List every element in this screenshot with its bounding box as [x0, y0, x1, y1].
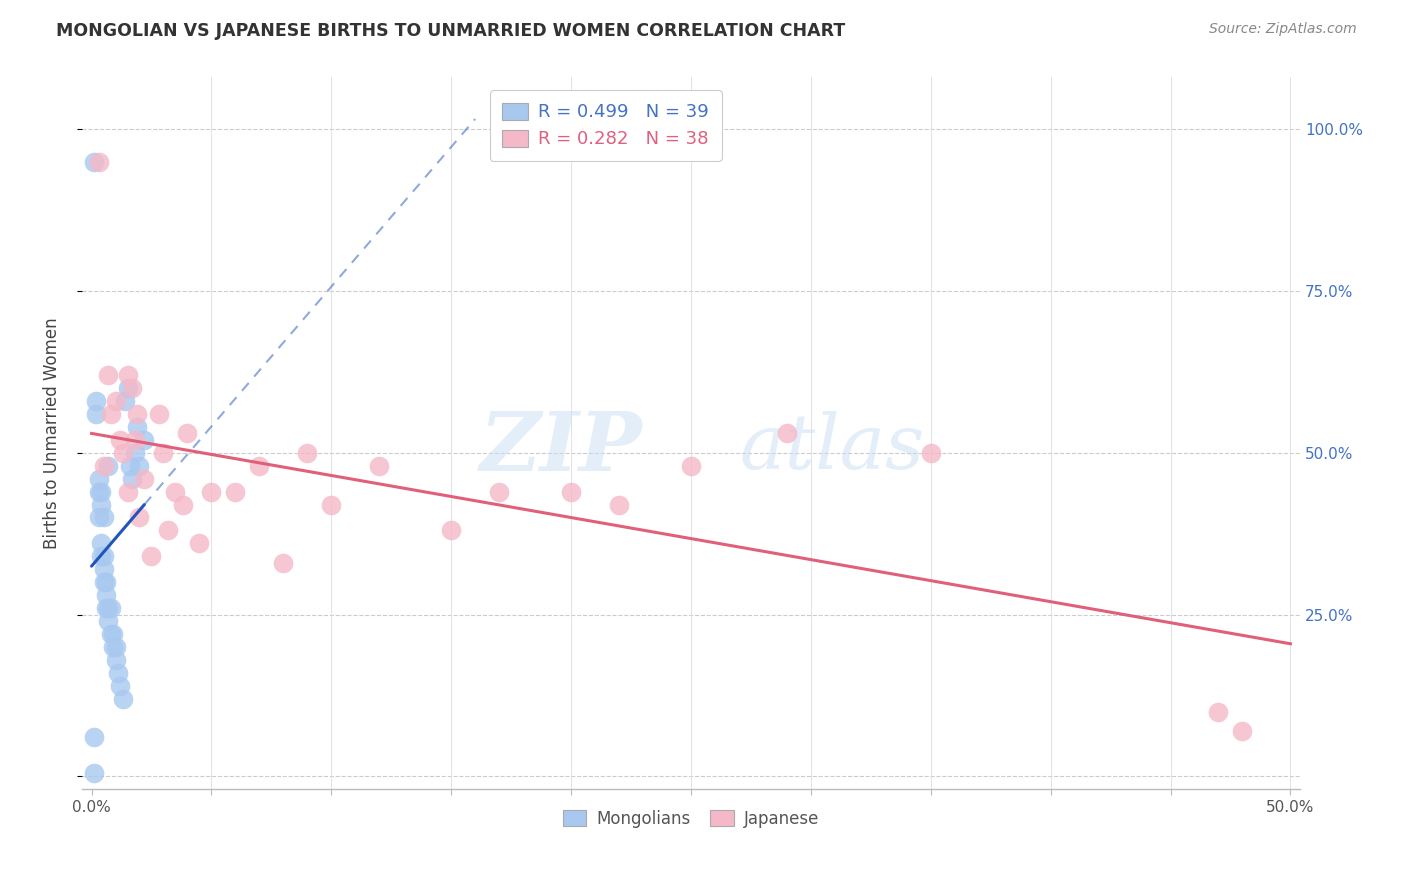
Point	[124, 433, 146, 447]
Point	[90, 536, 112, 550]
Point	[776, 426, 799, 441]
Point	[321, 498, 343, 512]
Point	[104, 653, 127, 667]
Point	[87, 154, 110, 169]
Point	[560, 484, 582, 499]
Point	[200, 484, 222, 499]
Legend: Mongolians, Japanese: Mongolians, Japanese	[557, 803, 825, 834]
Point	[100, 601, 122, 615]
Y-axis label: Births to Unmarried Women: Births to Unmarried Women	[44, 318, 60, 549]
Point	[157, 524, 180, 538]
Point	[124, 446, 146, 460]
Point	[111, 446, 134, 460]
Text: Source: ZipAtlas.com: Source: ZipAtlas.com	[1209, 22, 1357, 37]
Point	[134, 472, 156, 486]
Point	[110, 679, 132, 693]
Point	[128, 458, 150, 473]
Point	[121, 381, 143, 395]
Point	[87, 484, 110, 499]
Point	[104, 640, 127, 654]
Point	[127, 407, 149, 421]
Text: atlas: atlas	[740, 410, 925, 484]
Point	[224, 484, 246, 499]
Point	[93, 549, 115, 564]
Point	[90, 549, 112, 564]
Point	[97, 601, 120, 615]
Point	[188, 536, 211, 550]
Point	[114, 394, 136, 409]
Point	[100, 407, 122, 421]
Point	[121, 472, 143, 486]
Point	[90, 498, 112, 512]
Point	[86, 394, 108, 409]
Point	[607, 498, 630, 512]
Point	[104, 394, 127, 409]
Point	[111, 691, 134, 706]
Point	[247, 458, 270, 473]
Point	[90, 484, 112, 499]
Point	[97, 368, 120, 383]
Point	[87, 472, 110, 486]
Point	[165, 484, 187, 499]
Point	[100, 627, 122, 641]
Point	[172, 498, 194, 512]
Point	[107, 665, 129, 680]
Point	[94, 575, 117, 590]
Point	[488, 484, 510, 499]
Point	[134, 433, 156, 447]
Point	[94, 588, 117, 602]
Point	[93, 510, 115, 524]
Point	[86, 407, 108, 421]
Point	[141, 549, 163, 564]
Point	[920, 446, 942, 460]
Point	[93, 562, 115, 576]
Point	[679, 458, 702, 473]
Point	[83, 766, 105, 780]
Point	[368, 458, 391, 473]
Point	[118, 458, 141, 473]
Text: MONGOLIAN VS JAPANESE BIRTHS TO UNMARRIED WOMEN CORRELATION CHART: MONGOLIAN VS JAPANESE BIRTHS TO UNMARRIE…	[56, 22, 845, 40]
Point	[93, 575, 115, 590]
Point	[97, 614, 120, 628]
Point	[176, 426, 198, 441]
Point	[128, 510, 150, 524]
Point	[83, 154, 105, 169]
Point	[101, 640, 124, 654]
Point	[101, 627, 124, 641]
Point	[117, 484, 139, 499]
Point	[97, 458, 120, 473]
Point	[93, 458, 115, 473]
Text: ZIP: ZIP	[479, 408, 643, 488]
Point	[148, 407, 170, 421]
Point	[87, 510, 110, 524]
Point	[127, 420, 149, 434]
Point	[152, 446, 174, 460]
Point	[297, 446, 319, 460]
Point	[117, 368, 139, 383]
Point	[110, 433, 132, 447]
Point	[1208, 705, 1230, 719]
Point	[1232, 723, 1254, 738]
Point	[83, 731, 105, 745]
Point	[440, 524, 463, 538]
Point	[117, 381, 139, 395]
Point	[273, 556, 295, 570]
Point	[94, 601, 117, 615]
